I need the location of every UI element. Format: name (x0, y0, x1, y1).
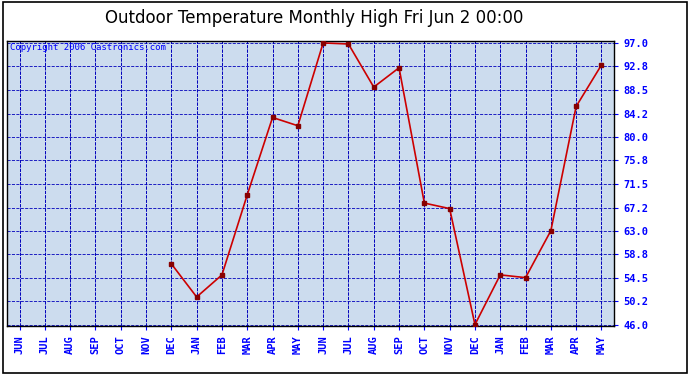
Text: Outdoor Temperature Monthly High Fri Jun 2 00:00: Outdoor Temperature Monthly High Fri Jun… (105, 9, 523, 27)
Text: Copyright 2006 Castronics.com: Copyright 2006 Castronics.com (10, 43, 166, 52)
